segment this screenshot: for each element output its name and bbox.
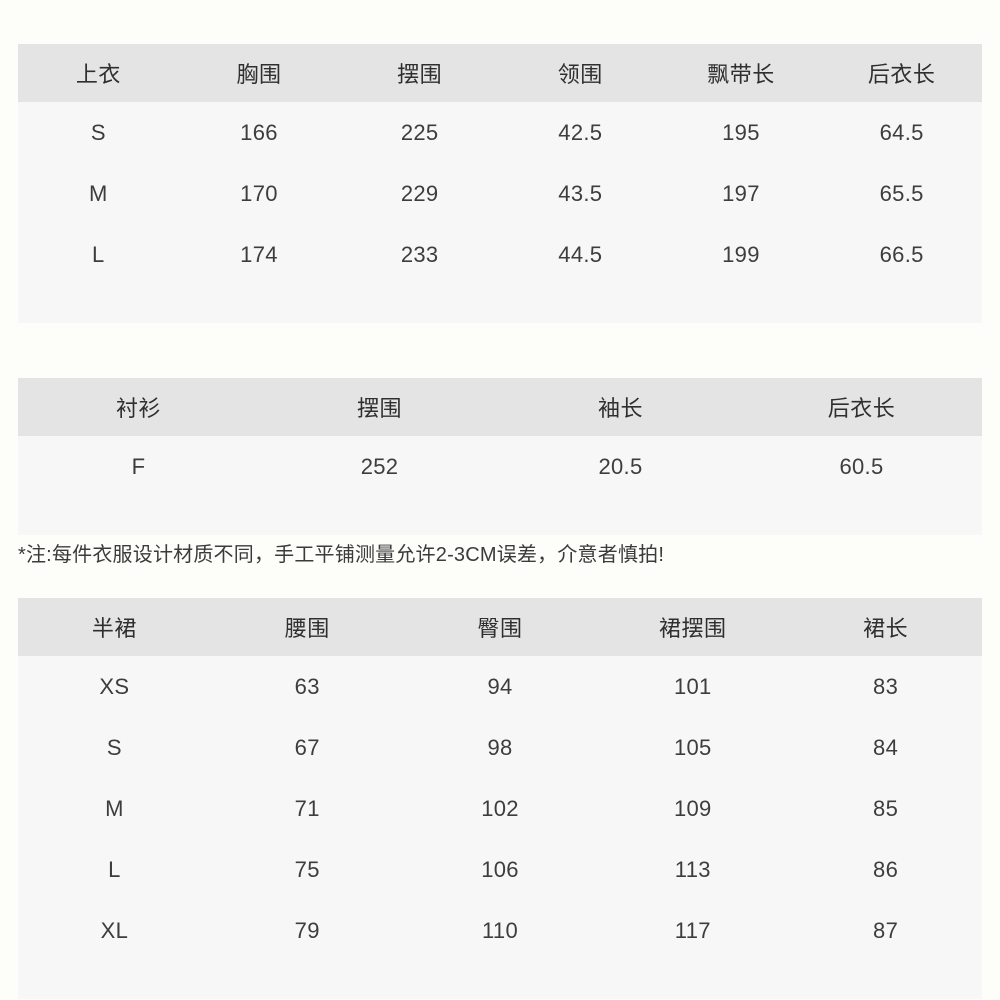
cell-hem: 225 xyxy=(339,102,500,163)
cell-waist: 79 xyxy=(210,900,404,961)
column-header-category: 衬衫 xyxy=(115,396,161,421)
cell-size: XL xyxy=(18,900,211,961)
cell-collar: 42.5 xyxy=(499,102,661,163)
cell-skirt-length: 84 xyxy=(789,717,982,778)
cell-hip: 94 xyxy=(403,656,597,717)
column-header-back-length: 后衣长 xyxy=(867,62,936,87)
cell-size: S xyxy=(18,102,179,163)
cell-bust: 174 xyxy=(178,224,340,285)
cell-back-length: 66.5 xyxy=(821,224,982,285)
table-row: S 67 98 105 84 xyxy=(18,717,982,778)
cell-collar: 43.5 xyxy=(499,163,661,224)
table-row: F 252 20.5 60.5 xyxy=(18,436,982,497)
table-header-row: 上衣 胸围 摆围 领围 飘带长 后衣长 xyxy=(18,44,982,102)
table-header-shirt: 衬衫 摆围 袖长 后衣长 xyxy=(18,378,982,436)
cell-skirt-length: 83 xyxy=(789,656,982,717)
table-row: XS 63 94 101 83 xyxy=(18,656,982,717)
cell-waist: 75 xyxy=(210,839,404,900)
cell-size: XS xyxy=(18,656,211,717)
cell-ribbon-length: 199 xyxy=(660,224,822,285)
column-header-ribbon-length: 飘带长 xyxy=(707,62,775,87)
column-header-category: 上衣 xyxy=(75,62,121,87)
cell-hip: 110 xyxy=(403,900,597,961)
table-row: M 71 102 109 85 xyxy=(18,778,982,839)
cell-bust: 170 xyxy=(178,163,340,224)
cell-back-length: 60.5 xyxy=(741,436,982,497)
cell-skirt-length: 86 xyxy=(789,839,982,900)
cell-waist: 63 xyxy=(210,656,404,717)
table-row: S 166 225 42.5 195 64.5 xyxy=(18,102,982,163)
size-table-top-garment: 上衣 胸围 摆围 领围 飘带长 后衣长 S 166 225 42.5 195 6… xyxy=(18,44,982,323)
size-table-skirt: 半裙 腰围 臀围 裙摆围 裙长 XS 63 94 101 83 S 67 98 … xyxy=(18,598,982,999)
table-body-skirt: XS 63 94 101 83 S 67 98 105 84 M 71 102 … xyxy=(18,656,982,999)
cell-size: L xyxy=(18,839,211,900)
table-body-top-garment: S 166 225 42.5 195 64.5 M 170 229 43.5 1… xyxy=(18,102,982,323)
spacer-cell xyxy=(18,961,982,999)
table-row: M 170 229 43.5 197 65.5 xyxy=(18,163,982,224)
cell-hem: 252 xyxy=(259,436,500,497)
cell-back-length: 64.5 xyxy=(821,102,982,163)
cell-hem: 233 xyxy=(339,224,500,285)
cell-hip: 98 xyxy=(403,717,597,778)
column-header-collar: 领围 xyxy=(557,62,603,87)
cell-ribbon-length: 197 xyxy=(660,163,822,224)
table-bottom-spacer xyxy=(18,285,982,323)
cell-collar: 44.5 xyxy=(499,224,661,285)
column-header-hip: 臀围 xyxy=(477,616,523,641)
cell-ribbon-length: 195 xyxy=(660,102,822,163)
cell-sleeve-length: 20.5 xyxy=(500,436,741,497)
cell-skirt-length: 85 xyxy=(789,778,982,839)
table-header-top-garment: 上衣 胸围 摆围 领围 飘带长 后衣长 xyxy=(18,44,982,102)
cell-hip: 102 xyxy=(403,778,597,839)
table-row: XL 79 110 117 87 xyxy=(18,900,982,961)
column-header-bust: 胸围 xyxy=(236,62,282,87)
cell-waist: 71 xyxy=(210,778,404,839)
column-header-back-length: 后衣长 xyxy=(827,396,896,421)
cell-hem: 229 xyxy=(339,163,500,224)
cell-skirt-hem: 117 xyxy=(596,900,790,961)
spacer-cell xyxy=(18,497,982,535)
table-header-skirt: 半裙 腰围 臀围 裙摆围 裙长 xyxy=(18,598,982,656)
table-body-shirt: F 252 20.5 60.5 xyxy=(18,436,982,535)
cell-size: M xyxy=(18,163,179,224)
cell-skirt-hem: 113 xyxy=(596,839,790,900)
cell-size: S xyxy=(18,717,211,778)
table-row: L 75 106 113 86 xyxy=(18,839,982,900)
cell-skirt-hem: 101 xyxy=(596,656,790,717)
measurement-disclaimer-note: *注:每件衣服设计材质不同，手工平铺测量允许2-3CM误差，介意者慎拍! xyxy=(18,544,665,566)
column-header-skirt-hem: 裙摆围 xyxy=(659,616,727,641)
column-header-skirt-length: 裙长 xyxy=(863,616,909,641)
column-header-sleeve-length: 袖长 xyxy=(597,396,643,421)
column-header-category: 半裙 xyxy=(91,616,137,641)
column-header-waist: 腰围 xyxy=(284,616,330,641)
column-header-hem: 摆围 xyxy=(397,62,443,87)
table-row: L 174 233 44.5 199 66.5 xyxy=(18,224,982,285)
spacer-cell xyxy=(18,285,982,323)
cell-hip: 106 xyxy=(403,839,597,900)
size-table-shirt: 衬衫 摆围 袖长 后衣长 F 252 20.5 60.5 xyxy=(18,378,982,535)
cell-size: F xyxy=(18,436,259,497)
cell-skirt-hem: 105 xyxy=(596,717,790,778)
cell-waist: 67 xyxy=(210,717,404,778)
cell-skirt-hem: 109 xyxy=(596,778,790,839)
table-bottom-spacer xyxy=(18,961,982,999)
cell-skirt-length: 87 xyxy=(789,900,982,961)
column-header-hem: 摆围 xyxy=(356,396,402,421)
cell-bust: 166 xyxy=(178,102,340,163)
cell-back-length: 65.5 xyxy=(821,163,982,224)
table-bottom-spacer xyxy=(18,497,982,535)
table-header-row: 半裙 腰围 臀围 裙摆围 裙长 xyxy=(18,598,982,656)
cell-size: L xyxy=(18,224,179,285)
table-header-row: 衬衫 摆围 袖长 后衣长 xyxy=(18,378,982,436)
cell-size: M xyxy=(18,778,211,839)
